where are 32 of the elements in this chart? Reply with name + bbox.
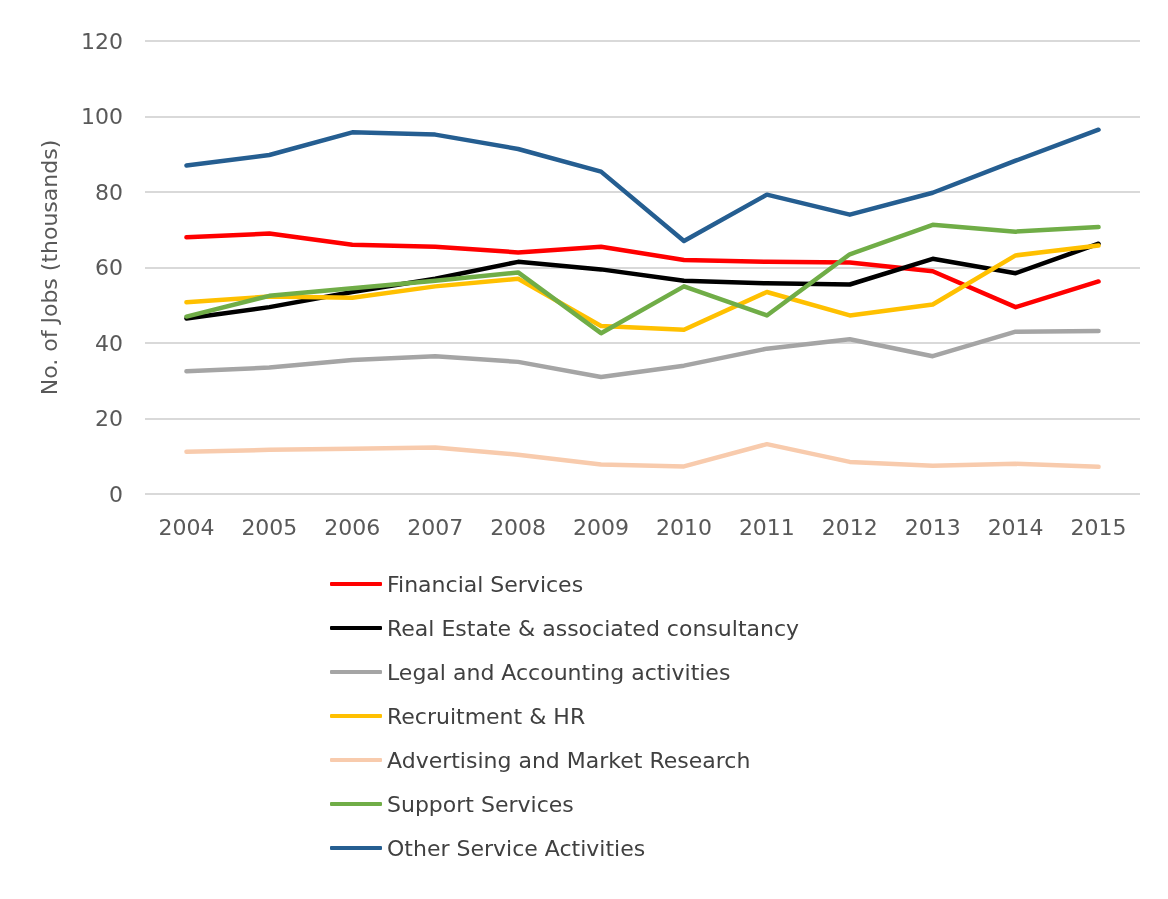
line-series [184, 328, 1101, 380]
x-tick-label: 2004 [158, 514, 215, 540]
y-tick-label: 120 [81, 28, 123, 54]
legend-label: Legal and Accounting activities [387, 659, 731, 685]
y-tick-label: 0 [109, 481, 123, 507]
legend-label: Financial Services [387, 571, 584, 597]
y-tick-label: 60 [95, 255, 123, 280]
x-tick-label: 2008 [490, 514, 547, 540]
legend-label: Recruitment & HR [387, 703, 586, 729]
x-tick-label: 2006 [324, 514, 381, 540]
line-series [184, 441, 1101, 470]
legend-label: Advertising and Market Research [387, 747, 751, 773]
x-tick-label: 2013 [904, 514, 961, 540]
x-tick-label: 2012 [821, 514, 878, 540]
y-tick-label: 40 [95, 330, 123, 356]
x-tick-label: 2007 [407, 514, 464, 540]
legend-label: Support Services [387, 791, 574, 817]
x-tick-label: 2011 [738, 514, 795, 540]
x-tick-label: 2009 [573, 514, 630, 540]
line-series [184, 231, 1101, 310]
line-series [184, 222, 1101, 336]
y-axis-title: No. of Jobs (thousands) [36, 139, 62, 396]
x-tick-label: 2005 [241, 514, 298, 540]
y-tick-label: 20 [95, 406, 123, 431]
x-tick-label: 2014 [987, 514, 1044, 540]
x-tick-label: 2015 [1070, 514, 1127, 540]
legend-label: Other Service Activities [387, 835, 646, 861]
y-tick-label: 80 [95, 179, 123, 205]
legend-label: Real Estate & associated consultancy [387, 615, 800, 641]
y-tick-label: 100 [81, 104, 123, 129]
x-tick-label: 2010 [655, 514, 712, 540]
line-series [184, 127, 1101, 244]
